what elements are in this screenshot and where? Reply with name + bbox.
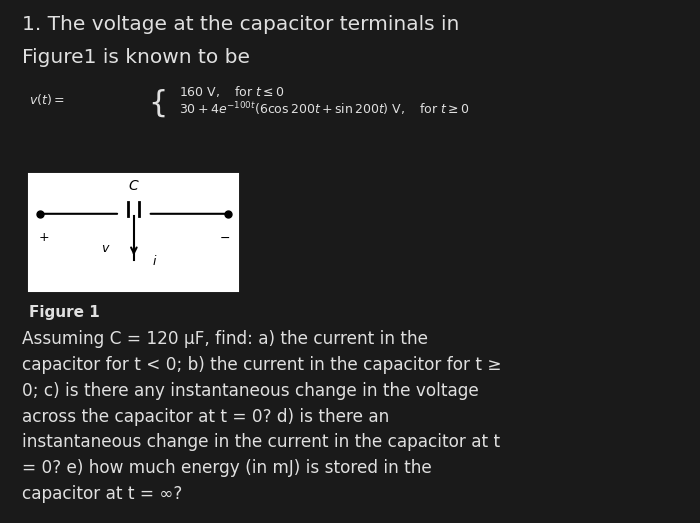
Text: $v$: $v$ (102, 242, 111, 255)
Text: $30+4e^{-100t}(6\cos 200t + \sin 200t)\ \mathrm{V},\quad \mathrm{for}\ t \geq 0$: $30+4e^{-100t}(6\cos 200t + \sin 200t)\ … (179, 100, 470, 118)
Text: $160\ \mathrm{V},\quad \mathrm{for}\ t \leq 0$: $160\ \mathrm{V},\quad \mathrm{for}\ t \… (179, 85, 285, 99)
Text: $i$: $i$ (152, 254, 158, 268)
Text: Figure 1: Figure 1 (29, 305, 100, 320)
Text: $\{$: $\{$ (148, 88, 165, 119)
Text: Figure1 is known to be: Figure1 is known to be (22, 48, 251, 67)
Text: $-$: $-$ (219, 231, 230, 244)
Text: Assuming C = 120 μF, find: a) the current in the
capacitor for t < 0; b) the cur: Assuming C = 120 μF, find: a) the curren… (22, 331, 502, 503)
Text: $v(t) =$: $v(t) =$ (29, 93, 65, 107)
Text: $+$: $+$ (38, 231, 49, 244)
FancyBboxPatch shape (29, 174, 239, 291)
Text: 1. The voltage at the capacitor terminals in: 1. The voltage at the capacitor terminal… (22, 15, 460, 35)
Text: $C$: $C$ (128, 179, 140, 193)
